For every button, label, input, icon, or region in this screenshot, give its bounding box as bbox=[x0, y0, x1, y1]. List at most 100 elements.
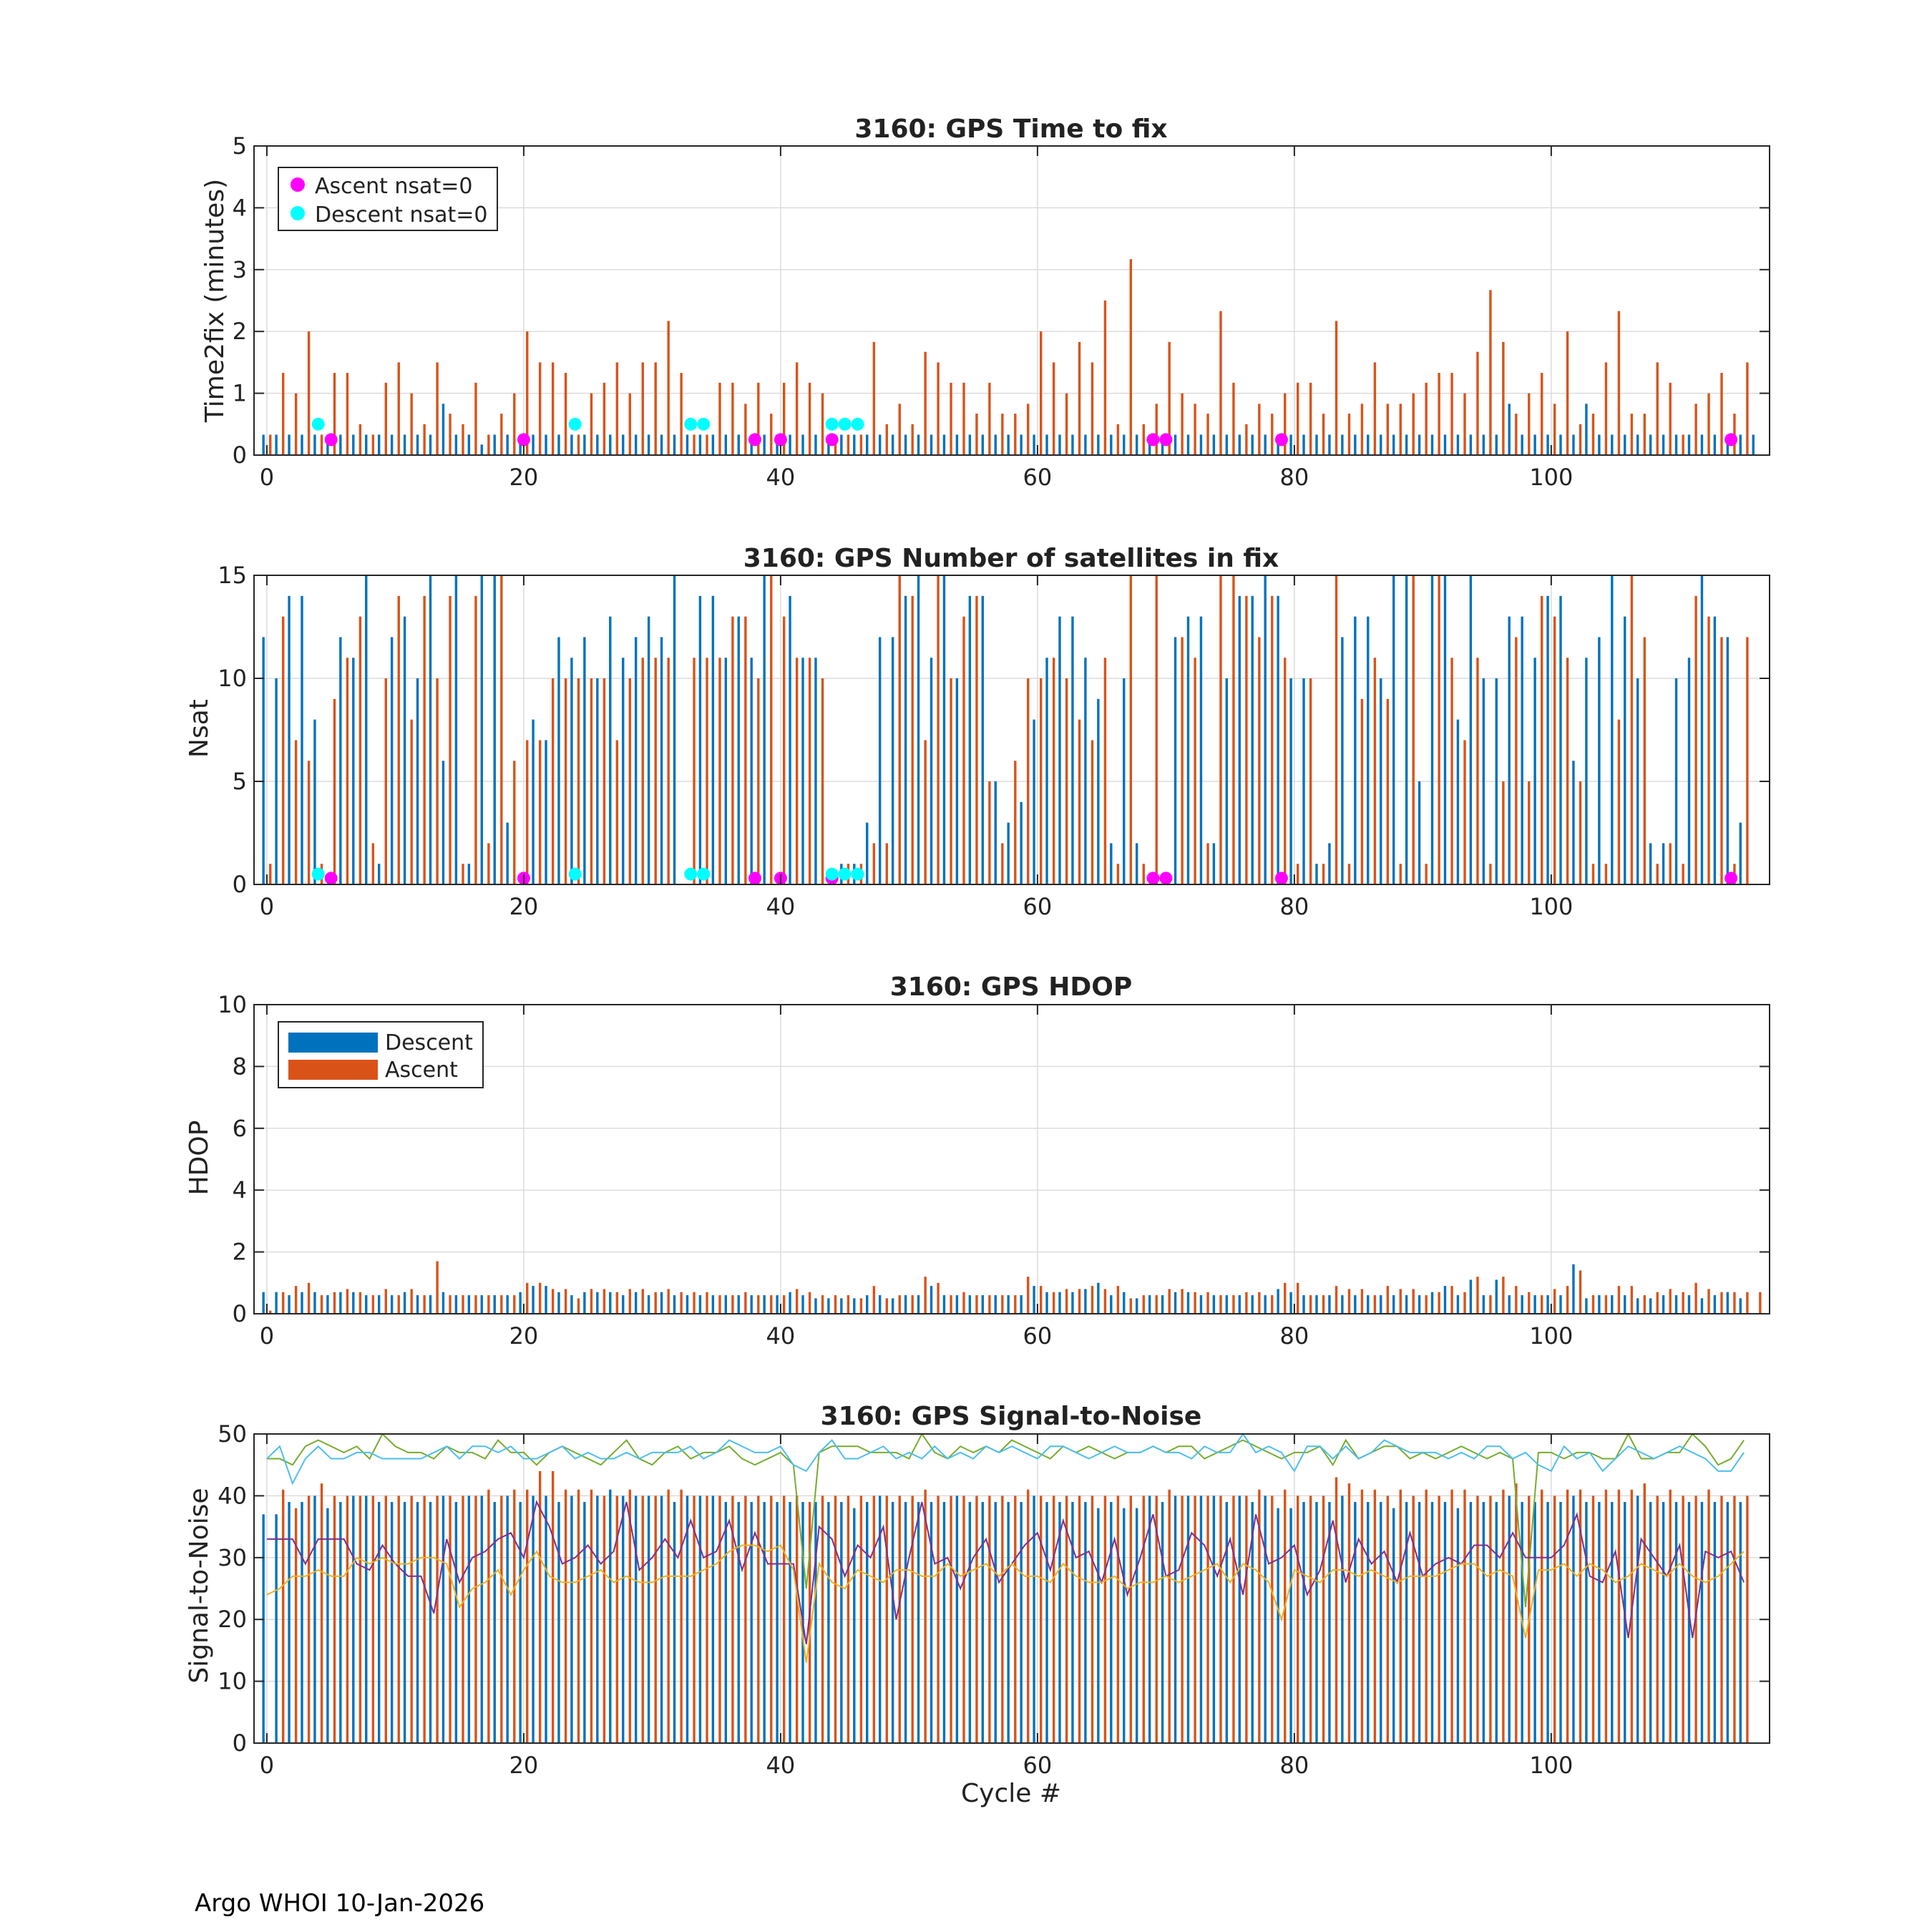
bar-descent bbox=[1174, 1292, 1177, 1314]
bar-ascent bbox=[1412, 1289, 1415, 1314]
bar-ascent bbox=[1707, 1289, 1710, 1314]
bar-descent bbox=[1508, 404, 1511, 455]
bar-descent bbox=[879, 637, 882, 884]
x-tick-label: 0 bbox=[260, 1752, 274, 1779]
bar-ascent bbox=[731, 616, 734, 884]
bar-ascent bbox=[1014, 761, 1017, 884]
bar-descent bbox=[1251, 434, 1254, 455]
bar-descent bbox=[1058, 1292, 1061, 1314]
bar-descent bbox=[1199, 1496, 1203, 1743]
bar-ascent bbox=[847, 1496, 850, 1743]
bar-descent bbox=[1225, 1502, 1229, 1743]
bar-descent bbox=[660, 1292, 663, 1314]
bar-descent bbox=[390, 1502, 394, 1743]
bar-descent bbox=[1277, 595, 1279, 884]
bar-ascent bbox=[1116, 424, 1120, 455]
bar-ascent bbox=[397, 362, 400, 455]
bar-ascent bbox=[1039, 331, 1043, 455]
bar-descent bbox=[1007, 1502, 1010, 1743]
bar-descent bbox=[673, 434, 676, 455]
snr-line-snr-trace-3 bbox=[266, 1500, 1745, 1644]
bar-ascent bbox=[1219, 1496, 1222, 1743]
bar-descent bbox=[1700, 575, 1704, 884]
bar-ascent bbox=[859, 1496, 863, 1743]
bar-descent bbox=[801, 1295, 804, 1314]
bar-ascent bbox=[358, 1496, 362, 1743]
bar-ascent bbox=[1271, 595, 1274, 884]
bar-ascent bbox=[371, 434, 375, 455]
y-tick-label: 10 bbox=[218, 1668, 247, 1695]
bar-descent bbox=[1611, 575, 1614, 884]
bar-ascent bbox=[1630, 575, 1634, 884]
bar-ascent bbox=[1335, 321, 1338, 455]
bar-descent bbox=[1341, 434, 1344, 455]
bar-ascent bbox=[885, 1496, 889, 1743]
bar-descent bbox=[994, 781, 997, 884]
bar-descent bbox=[776, 1295, 779, 1314]
bar-ascent bbox=[718, 1496, 721, 1743]
bar-descent bbox=[441, 1496, 445, 1743]
bar-ascent bbox=[1284, 1489, 1287, 1743]
bar-descent bbox=[801, 434, 804, 455]
bar-ascent bbox=[1078, 719, 1081, 884]
panel-nsat: 3160: GPS Number of satellites in fix Ns… bbox=[185, 544, 1770, 920]
bar-descent bbox=[1277, 1508, 1279, 1743]
bar-ascent bbox=[294, 1508, 298, 1743]
bar-descent bbox=[1315, 434, 1318, 455]
bar-ascent bbox=[564, 678, 567, 884]
bar-descent bbox=[1392, 1508, 1395, 1743]
bar-descent bbox=[1546, 1295, 1549, 1314]
bar-ascent bbox=[1656, 864, 1659, 884]
bar-ascent bbox=[1566, 1489, 1569, 1743]
bar-descent bbox=[1289, 1508, 1292, 1743]
bar-ascent bbox=[1181, 637, 1184, 884]
bar-descent bbox=[1482, 434, 1485, 455]
bar-descent bbox=[1443, 1502, 1447, 1743]
bar-descent bbox=[1212, 434, 1216, 455]
bar-descent bbox=[1700, 434, 1704, 455]
bar-descent bbox=[339, 1292, 342, 1314]
marker-descent-nsat0 bbox=[851, 417, 864, 431]
bar-ascent bbox=[1245, 424, 1248, 455]
bar-ascent bbox=[1309, 1295, 1312, 1314]
bar-ascent bbox=[1155, 1295, 1158, 1314]
bar-ascent bbox=[320, 434, 323, 455]
bar-descent bbox=[1097, 1508, 1100, 1743]
bar-descent bbox=[622, 658, 625, 884]
bar-ascent bbox=[795, 1289, 799, 1314]
bar-ascent bbox=[487, 843, 490, 884]
bar-descent bbox=[1302, 678, 1305, 884]
bar-ascent bbox=[538, 1470, 542, 1743]
bar-ascent bbox=[1142, 424, 1145, 455]
bar-descent bbox=[1212, 1295, 1216, 1314]
bar-descent bbox=[326, 1508, 329, 1743]
bar-ascent bbox=[795, 1496, 799, 1743]
bar-ascent bbox=[487, 1295, 490, 1314]
bar-ascent bbox=[1553, 404, 1556, 455]
bar-ascent bbox=[872, 1496, 876, 1743]
bar-ascent bbox=[333, 1496, 336, 1743]
bar-ascent bbox=[1438, 1292, 1440, 1314]
panel-hdop: 3160: GPS HDOP HDOP 0 20 40 60 80 1000246810 … bbox=[185, 972, 1770, 1350]
bar-ascent bbox=[1489, 1496, 1492, 1743]
bar-ascent bbox=[1528, 393, 1531, 455]
bar-descent bbox=[339, 434, 342, 455]
bar-ascent bbox=[397, 1295, 400, 1314]
bar-descent bbox=[634, 434, 638, 455]
bar-ascent bbox=[1450, 1286, 1453, 1314]
bar-ascent bbox=[462, 1496, 464, 1743]
bar-ascent bbox=[1014, 1295, 1017, 1314]
bar-ascent bbox=[1360, 1289, 1364, 1314]
bar-ascent bbox=[1078, 341, 1081, 455]
bar-ascent bbox=[744, 616, 747, 884]
bar-descent bbox=[1341, 637, 1344, 884]
bar-descent bbox=[1354, 434, 1357, 455]
marker-ascent-nsat0 bbox=[1146, 872, 1160, 885]
bar-descent bbox=[686, 434, 689, 455]
bar-ascent bbox=[358, 616, 362, 884]
bar-descent bbox=[1546, 434, 1549, 455]
bar-ascent bbox=[1720, 1292, 1723, 1314]
bar-ascent bbox=[1232, 382, 1235, 455]
bar-ascent bbox=[346, 1496, 349, 1743]
legend-marker-ascent-nsat0 bbox=[291, 177, 305, 192]
